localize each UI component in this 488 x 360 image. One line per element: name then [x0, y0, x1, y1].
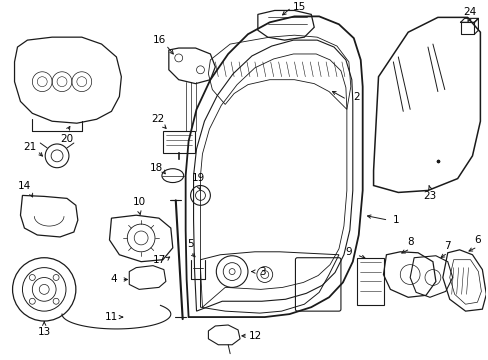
Text: 14: 14	[18, 180, 31, 190]
Text: 11: 11	[104, 312, 118, 322]
Text: 10: 10	[132, 197, 145, 207]
Text: 18: 18	[149, 163, 163, 173]
Text: 8: 8	[406, 237, 413, 247]
Text: 13: 13	[38, 327, 51, 337]
Text: 23: 23	[423, 192, 436, 201]
Text: 12: 12	[249, 331, 262, 341]
Text: 15: 15	[292, 3, 305, 13]
Text: 21: 21	[24, 142, 37, 152]
Text: 6: 6	[473, 235, 480, 245]
Bar	[163, 131, 194, 153]
Bar	[356, 258, 384, 305]
Text: 3: 3	[259, 266, 265, 276]
Text: 17: 17	[152, 255, 165, 265]
Text: 9: 9	[345, 247, 351, 257]
Text: 22: 22	[151, 114, 164, 124]
Text: 7: 7	[444, 241, 450, 251]
Text: 4: 4	[110, 274, 117, 284]
Text: 5: 5	[187, 239, 194, 249]
Text: 20: 20	[61, 134, 73, 144]
Text: 1: 1	[392, 215, 399, 225]
Text: 19: 19	[191, 172, 204, 183]
Text: 16: 16	[152, 35, 165, 45]
Text: 24: 24	[462, 8, 475, 17]
Text: 2: 2	[353, 91, 359, 102]
